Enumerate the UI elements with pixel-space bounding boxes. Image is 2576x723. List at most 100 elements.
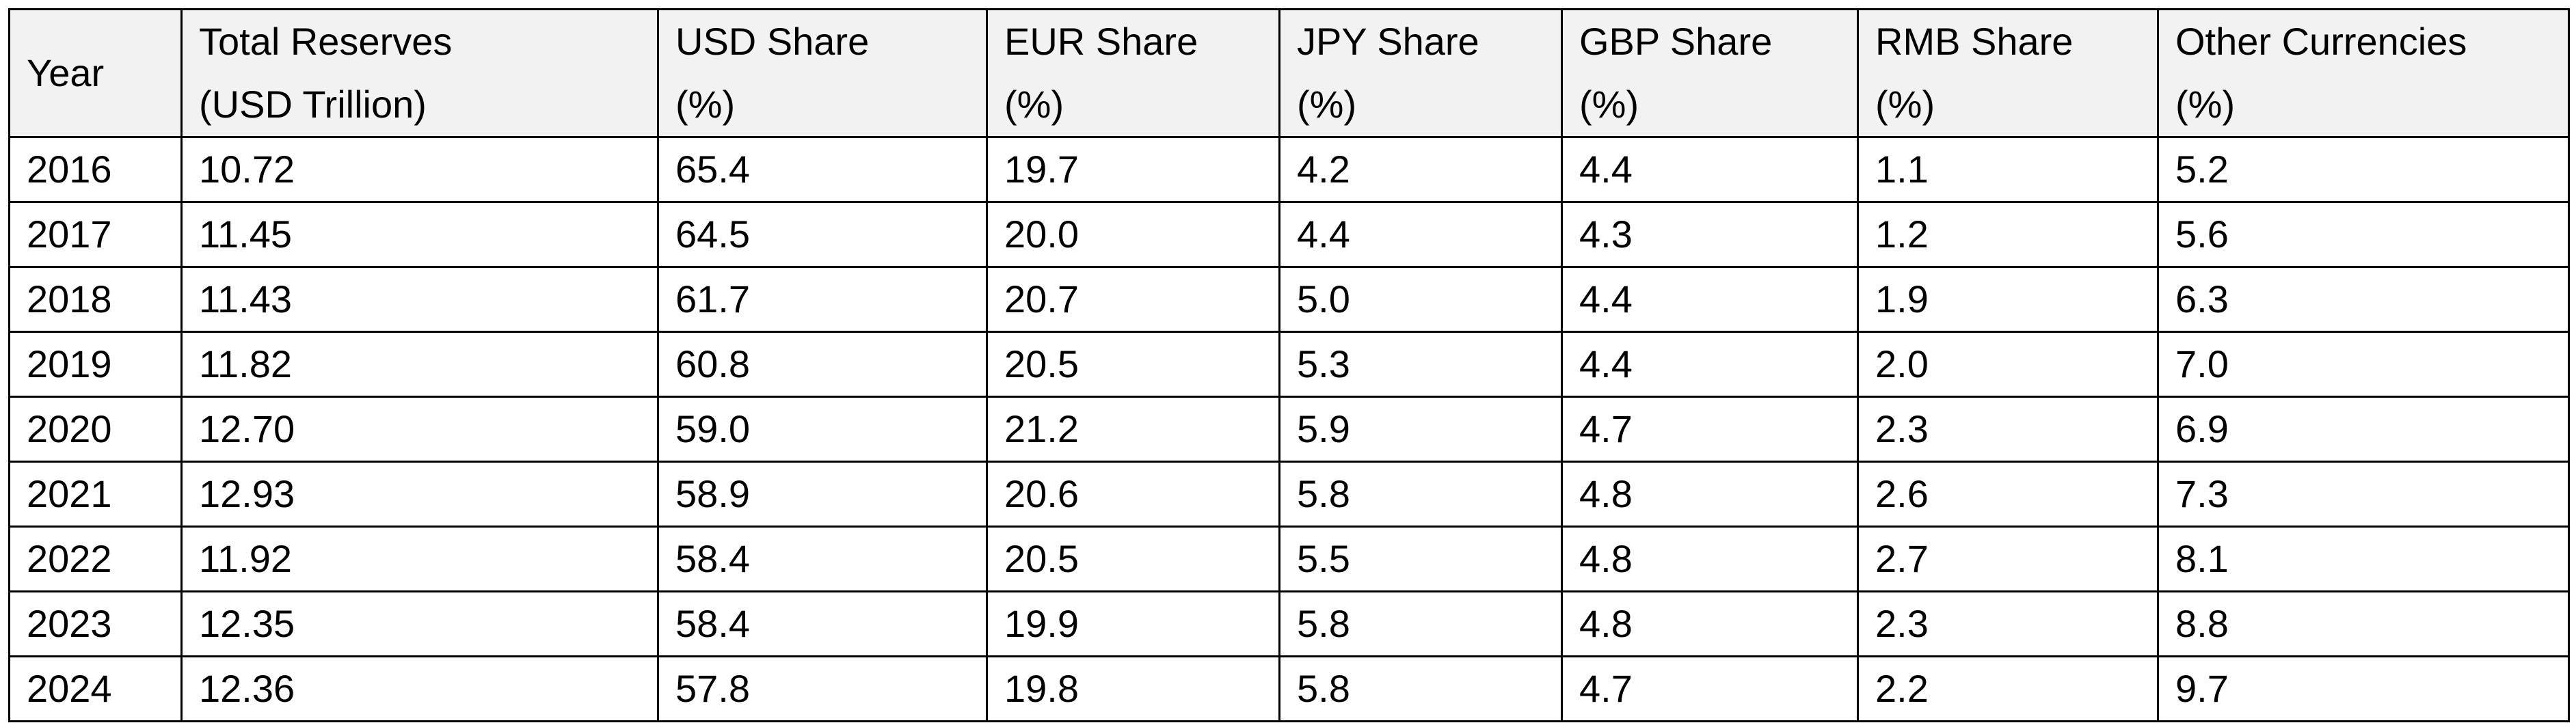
table-cell: 5.2 xyxy=(2157,136,2570,203)
header-text: (USD Trillion) xyxy=(199,83,427,126)
table-cell: 5.6 xyxy=(2157,201,2570,268)
column-header: Other Currencies (%) xyxy=(2157,8,2570,138)
table-cell: 11.43 xyxy=(180,266,659,333)
table-cell: 6.3 xyxy=(2157,266,2570,333)
table-row: 2024 12.36 57.8 19.8 5.8 4.7 2.2 9.7 xyxy=(8,655,2570,722)
table-cell: 2017 xyxy=(8,201,183,268)
table-cell: 2024 xyxy=(8,655,183,722)
header-text: GBP Share xyxy=(1579,20,1773,63)
table-cell: 4.7 xyxy=(1561,396,1859,463)
table-cell: 6.9 xyxy=(2157,396,2570,463)
table-cell: 1.1 xyxy=(1857,136,2159,203)
table-cell: 64.5 xyxy=(657,201,988,268)
table-cell: 20.6 xyxy=(986,461,1280,528)
header-text: (%) xyxy=(1004,83,1064,126)
table-cell: 2.3 xyxy=(1857,396,2159,463)
table-row: 2022 11.92 58.4 20.5 5.5 4.8 2.7 8.1 xyxy=(8,526,2570,592)
table-cell: 4.8 xyxy=(1561,461,1859,528)
header-text: JPY Share xyxy=(1297,20,1479,63)
table-cell: 2021 xyxy=(8,461,183,528)
table-cell: 12.35 xyxy=(180,590,659,657)
table-cell: 9.7 xyxy=(2157,655,2570,722)
header-row: Year Total Reserves (USD Trillion) USD Shar… xyxy=(8,8,2570,138)
table-body: 2016 10.72 65.4 19.7 4.2 4.4 1.1 5.2 2017 11.45 64… xyxy=(8,136,2570,722)
table-row: 2017 11.45 64.5 20.0 4.4 4.3 1.2 5.6 xyxy=(8,201,2570,268)
table-cell: 60.8 xyxy=(657,331,988,398)
table-cell: 5.8 xyxy=(1278,461,1563,528)
table-cell: 58.4 xyxy=(657,526,988,592)
header-text: (%) xyxy=(1297,83,1357,126)
table-cell: 8.8 xyxy=(2157,590,2570,657)
table-cell: 1.2 xyxy=(1857,201,2159,268)
table-cell: 5.8 xyxy=(1278,655,1563,722)
header-text: Other Currencies xyxy=(2175,20,2467,63)
table-cell: 8.1 xyxy=(2157,526,2570,592)
reserves-table: Year Total Reserves (USD Trillion) USD Shar… xyxy=(8,8,2570,722)
table-cell: 2018 xyxy=(8,266,183,333)
table-cell: 4.8 xyxy=(1561,526,1859,592)
table-cell: 4.4 xyxy=(1561,136,1859,203)
column-header: GBP Share (%) xyxy=(1561,8,1859,138)
table-cell: 7.0 xyxy=(2157,331,2570,398)
header-text: RMB Share xyxy=(1875,20,2074,63)
table-cell: 2.3 xyxy=(1857,590,2159,657)
table-cell: 4.8 xyxy=(1561,590,1859,657)
table-cell: 59.0 xyxy=(657,396,988,463)
header-text: (%) xyxy=(1579,83,1639,126)
table-cell: 4.4 xyxy=(1561,331,1859,398)
column-header: USD Share (%) xyxy=(657,8,988,138)
table-cell: 20.5 xyxy=(986,331,1280,398)
table-cell: 5.5 xyxy=(1278,526,1563,592)
table-cell: 4.4 xyxy=(1561,266,1859,333)
table-cell: 1.9 xyxy=(1857,266,2159,333)
table-cell: 2016 xyxy=(8,136,183,203)
header-text: Total Reserves xyxy=(199,20,453,63)
table-cell: 20.5 xyxy=(986,526,1280,592)
header-text: (%) xyxy=(2175,83,2236,126)
table-cell: 61.7 xyxy=(657,266,988,333)
table-cell: 12.36 xyxy=(180,655,659,722)
table-cell: 7.3 xyxy=(2157,461,2570,528)
table-cell: 2023 xyxy=(8,590,183,657)
table-cell: 2022 xyxy=(8,526,183,592)
column-header: RMB Share (%) xyxy=(1857,8,2159,138)
header-text: (%) xyxy=(1875,83,1935,126)
table-row: 2021 12.93 58.9 20.6 5.8 4.8 2.6 7.3 xyxy=(8,461,2570,528)
column-header: EUR Share (%) xyxy=(986,8,1280,138)
column-header: JPY Share (%) xyxy=(1278,8,1563,138)
table-cell: 2019 xyxy=(8,331,183,398)
table-cell: 5.3 xyxy=(1278,331,1563,398)
table-cell: 11.82 xyxy=(180,331,659,398)
table-cell: 2.2 xyxy=(1857,655,2159,722)
table-row: 2018 11.43 61.7 20.7 5.0 4.4 1.9 6.3 xyxy=(8,266,2570,333)
table-cell: 19.7 xyxy=(986,136,1280,203)
table-cell: 5.0 xyxy=(1278,266,1563,333)
table-header: Year Total Reserves (USD Trillion) USD Shar… xyxy=(8,8,2570,138)
table-cell: 20.7 xyxy=(986,266,1280,333)
header-text: EUR Share xyxy=(1004,20,1198,63)
table-cell: 19.8 xyxy=(986,655,1280,722)
table-row: 2019 11.82 60.8 20.5 5.3 4.4 2.0 7.0 xyxy=(8,331,2570,398)
table-cell: 5.9 xyxy=(1278,396,1563,463)
table-cell: 57.8 xyxy=(657,655,988,722)
header-text: Year xyxy=(27,51,105,94)
table-cell: 4.2 xyxy=(1278,136,1563,203)
table-cell: 58.4 xyxy=(657,590,988,657)
table-cell: 2.0 xyxy=(1857,331,2159,398)
table-cell: 11.92 xyxy=(180,526,659,592)
column-header: Year xyxy=(8,8,183,138)
table-cell: 21.2 xyxy=(986,396,1280,463)
table-cell: 4.3 xyxy=(1561,201,1859,268)
table-cell: 65.4 xyxy=(657,136,988,203)
table-cell: 2.6 xyxy=(1857,461,2159,528)
table-row: 2020 12.70 59.0 21.2 5.9 4.7 2.3 6.9 xyxy=(8,396,2570,463)
table-cell: 12.70 xyxy=(180,396,659,463)
table-cell: 19.9 xyxy=(986,590,1280,657)
table-cell: 2.7 xyxy=(1857,526,2159,592)
header-text: (%) xyxy=(675,83,736,126)
table-cell: 20.0 xyxy=(986,201,1280,268)
table-cell: 4.7 xyxy=(1561,655,1859,722)
table-cell: 5.8 xyxy=(1278,590,1563,657)
table-cell: 58.9 xyxy=(657,461,988,528)
